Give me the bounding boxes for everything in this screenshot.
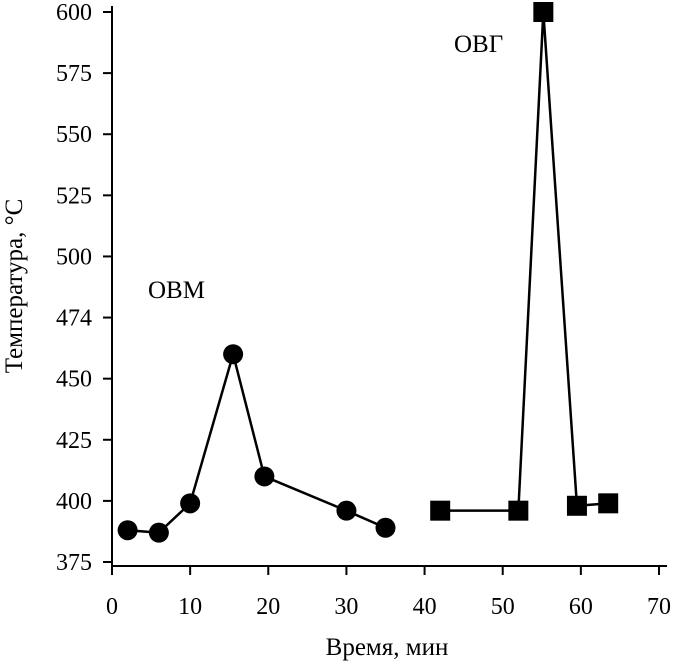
data-point-circle bbox=[180, 493, 201, 514]
data-point-circle bbox=[223, 344, 244, 365]
x-tick-label: 60 bbox=[569, 594, 593, 620]
x-tick-label: 10 bbox=[178, 594, 202, 620]
series-label-ovg: ОВГ bbox=[454, 31, 503, 58]
x-tick-label: 30 bbox=[334, 594, 358, 620]
x-tick-label: 70 bbox=[647, 594, 671, 620]
data-point-square bbox=[508, 500, 529, 521]
data-point-circle bbox=[117, 520, 138, 541]
x-tick-label: 40 bbox=[413, 594, 437, 620]
axes bbox=[111, 6, 667, 567]
y-tick-label: 575 bbox=[56, 61, 92, 87]
data-point-circle bbox=[254, 466, 275, 487]
y-tick-label: 600 bbox=[56, 0, 92, 26]
series-layer bbox=[117, 2, 619, 543]
data-point-circle bbox=[375, 517, 396, 538]
data-point-square bbox=[533, 2, 554, 22]
data-point-circle bbox=[148, 522, 169, 543]
y-tick-label: 525 bbox=[56, 183, 92, 209]
x-tick-label: 50 bbox=[491, 594, 515, 620]
x-tick-label: 20 bbox=[256, 594, 280, 620]
x-ticks: 0 10 20 30 40 50 60 70 bbox=[106, 566, 671, 620]
y-tick-label: 425 bbox=[56, 428, 92, 454]
x-axis-title: Время, мин bbox=[326, 634, 449, 661]
x-tick-label: 0 bbox=[106, 594, 118, 620]
data-point-square bbox=[566, 495, 587, 516]
data-point-circle bbox=[336, 500, 357, 521]
y-tick-label: 375 bbox=[56, 550, 92, 576]
data-point-square bbox=[598, 493, 619, 514]
y-tick-label: 550 bbox=[56, 122, 92, 148]
y-tick-label: 474 bbox=[56, 306, 92, 332]
y-tick-label: 400 bbox=[56, 489, 92, 515]
y-ticks: 375 400 425 450 474 500 525 550 575 600 bbox=[56, 0, 112, 576]
y-tick-label: 450 bbox=[56, 367, 92, 393]
y-axis-title: Температура, °C bbox=[1, 199, 28, 374]
series-line-1 bbox=[440, 11, 609, 512]
y-tick-label: 500 bbox=[56, 244, 92, 270]
data-point-square bbox=[430, 500, 451, 521]
series-label-ovm: ОВМ bbox=[148, 277, 205, 304]
